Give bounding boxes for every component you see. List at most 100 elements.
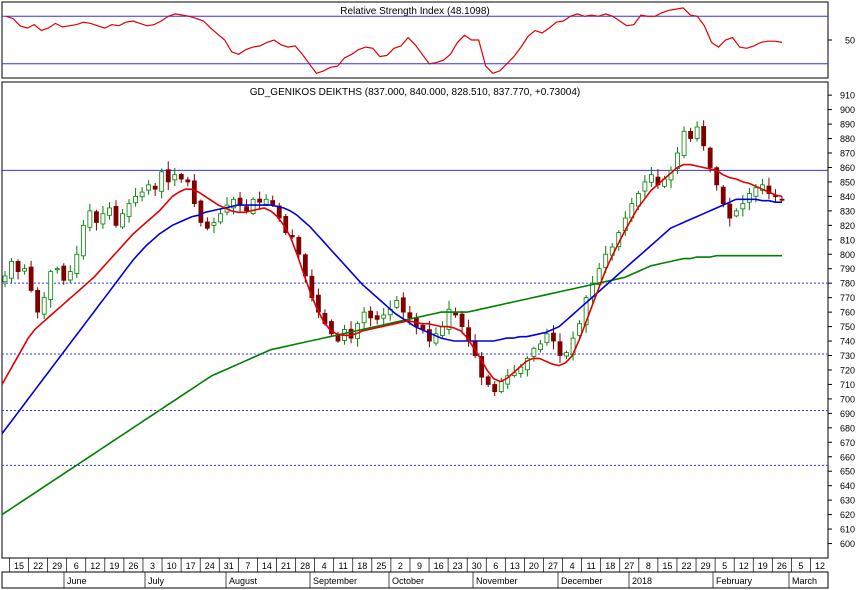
candle-body: [152, 185, 158, 190]
rsi-tick-label-0: 50: [845, 36, 855, 46]
candle-body: [727, 203, 733, 219]
candle-27: [178, 172, 184, 183]
candle-body: [87, 210, 93, 228]
rsi-panel: Relative Strength Index (48.1098) 50: [1, 1, 855, 79]
price-tick-label-17: 770: [840, 293, 855, 303]
candle-3: [22, 264, 27, 275]
candle-body: [400, 297, 406, 313]
day-tick-label-21: 9: [417, 561, 422, 571]
day-tick-label-36: 29: [701, 561, 711, 571]
day-tick-label-25: 6: [493, 561, 498, 571]
candle-106: [694, 121, 700, 142]
candle-63: [413, 313, 419, 335]
candle-body: [407, 312, 413, 319]
candle-body: [218, 213, 223, 223]
candle-60: [394, 295, 400, 310]
candle-7: [48, 269, 54, 308]
candle-31: [205, 217, 210, 231]
price-tick-label-7: 670: [840, 438, 855, 448]
price-tick-label-16: 760: [840, 308, 855, 318]
candle-11: [74, 245, 80, 279]
price-tick-label-31: 910: [840, 91, 855, 101]
day-tick-label-26: 13: [510, 561, 520, 571]
candle-body: [753, 187, 759, 197]
candle-body: [649, 174, 654, 183]
candle-body: [596, 268, 602, 285]
price-tick-label-29: 890: [840, 120, 855, 130]
candle-body: [185, 179, 191, 183]
candle-24: [159, 168, 165, 199]
price-tick-label-22: 820: [840, 221, 855, 231]
candle-body: [427, 329, 432, 342]
candle-88: [577, 320, 582, 340]
candle-body: [263, 198, 269, 205]
price-title: GD_GENIKOS DEIKTHS (837.000, 840.000, 82…: [250, 87, 581, 98]
candle-body: [67, 271, 73, 281]
candle-34: [224, 197, 230, 216]
month-label-9: March: [792, 576, 817, 586]
candle-70: [459, 310, 465, 334]
candle-57: [374, 311, 380, 325]
price-tick-label-2: 620: [840, 510, 855, 520]
candle-102: [668, 166, 674, 189]
candle-body: [361, 311, 367, 324]
candle-body: [159, 171, 165, 192]
candle-77: [505, 368, 511, 389]
day-tick-label-10: 24: [205, 561, 215, 571]
candle-body: [48, 271, 54, 300]
day-tick-label-32: 27: [624, 561, 634, 571]
candle-body: [146, 184, 152, 191]
price-tick-label-8: 680: [840, 423, 855, 433]
day-tick-label-39: 19: [758, 561, 768, 571]
day-tick-label-16: 4: [322, 561, 327, 571]
candle-26: [172, 167, 178, 186]
month-label-6: December: [561, 576, 603, 586]
rsi-reference-lines: [2, 15, 828, 65]
day-tick-label-33: 8: [646, 561, 651, 571]
candle-body: [485, 376, 491, 385]
candle-body: [211, 222, 217, 226]
day-tick-label-27: 20: [529, 561, 539, 571]
candle-body: [28, 266, 34, 291]
candle-4: [28, 260, 34, 293]
candle-9: [61, 263, 67, 285]
candle-body: [694, 126, 700, 139]
day-tick-label-28: 27: [548, 561, 558, 571]
candle-6: [41, 292, 47, 320]
candle-30: [198, 199, 204, 227]
candle-64: [420, 323, 426, 334]
candle-body: [348, 328, 354, 339]
day-tick-label-22: 16: [434, 561, 444, 571]
candle-74: [485, 374, 491, 388]
day-tick-label-40: 26: [777, 561, 787, 571]
candle-body: [505, 375, 511, 385]
price-tick-label-20: 800: [840, 250, 855, 260]
date-axis: 15 22 29 6 12 19 26 3 10 17 24 31 7 14 21 28 4 11 18 25 2 9 16…: [1, 557, 829, 589]
candle-body: [766, 185, 772, 194]
candle-21: [139, 187, 145, 202]
candle-110: [720, 185, 726, 208]
candle-68: [446, 300, 452, 335]
candle-80: [524, 356, 530, 377]
candle-117: [766, 177, 772, 200]
candle-body: [296, 237, 302, 255]
candle-body: [107, 207, 112, 216]
candle-body: [35, 290, 41, 313]
candle-body: [733, 210, 739, 217]
day-tick-label-23: 23: [453, 561, 463, 571]
candle-107: [701, 120, 707, 151]
candle-body: [479, 356, 485, 378]
candle-body: [41, 297, 47, 315]
candle-body: [433, 333, 439, 344]
candle-15: [100, 205, 106, 229]
candle-body: [524, 357, 530, 371]
candle-61: [400, 292, 406, 319]
day-tick-label-7: 3: [150, 561, 155, 571]
candle-19: [126, 199, 132, 223]
candle-body: [22, 268, 27, 272]
day-tick-label-38: 12: [739, 561, 749, 571]
candle-body: [329, 321, 334, 335]
day-tick-label-0: 15: [14, 561, 24, 571]
candle-body: [492, 384, 498, 393]
candle-45: [296, 235, 302, 260]
